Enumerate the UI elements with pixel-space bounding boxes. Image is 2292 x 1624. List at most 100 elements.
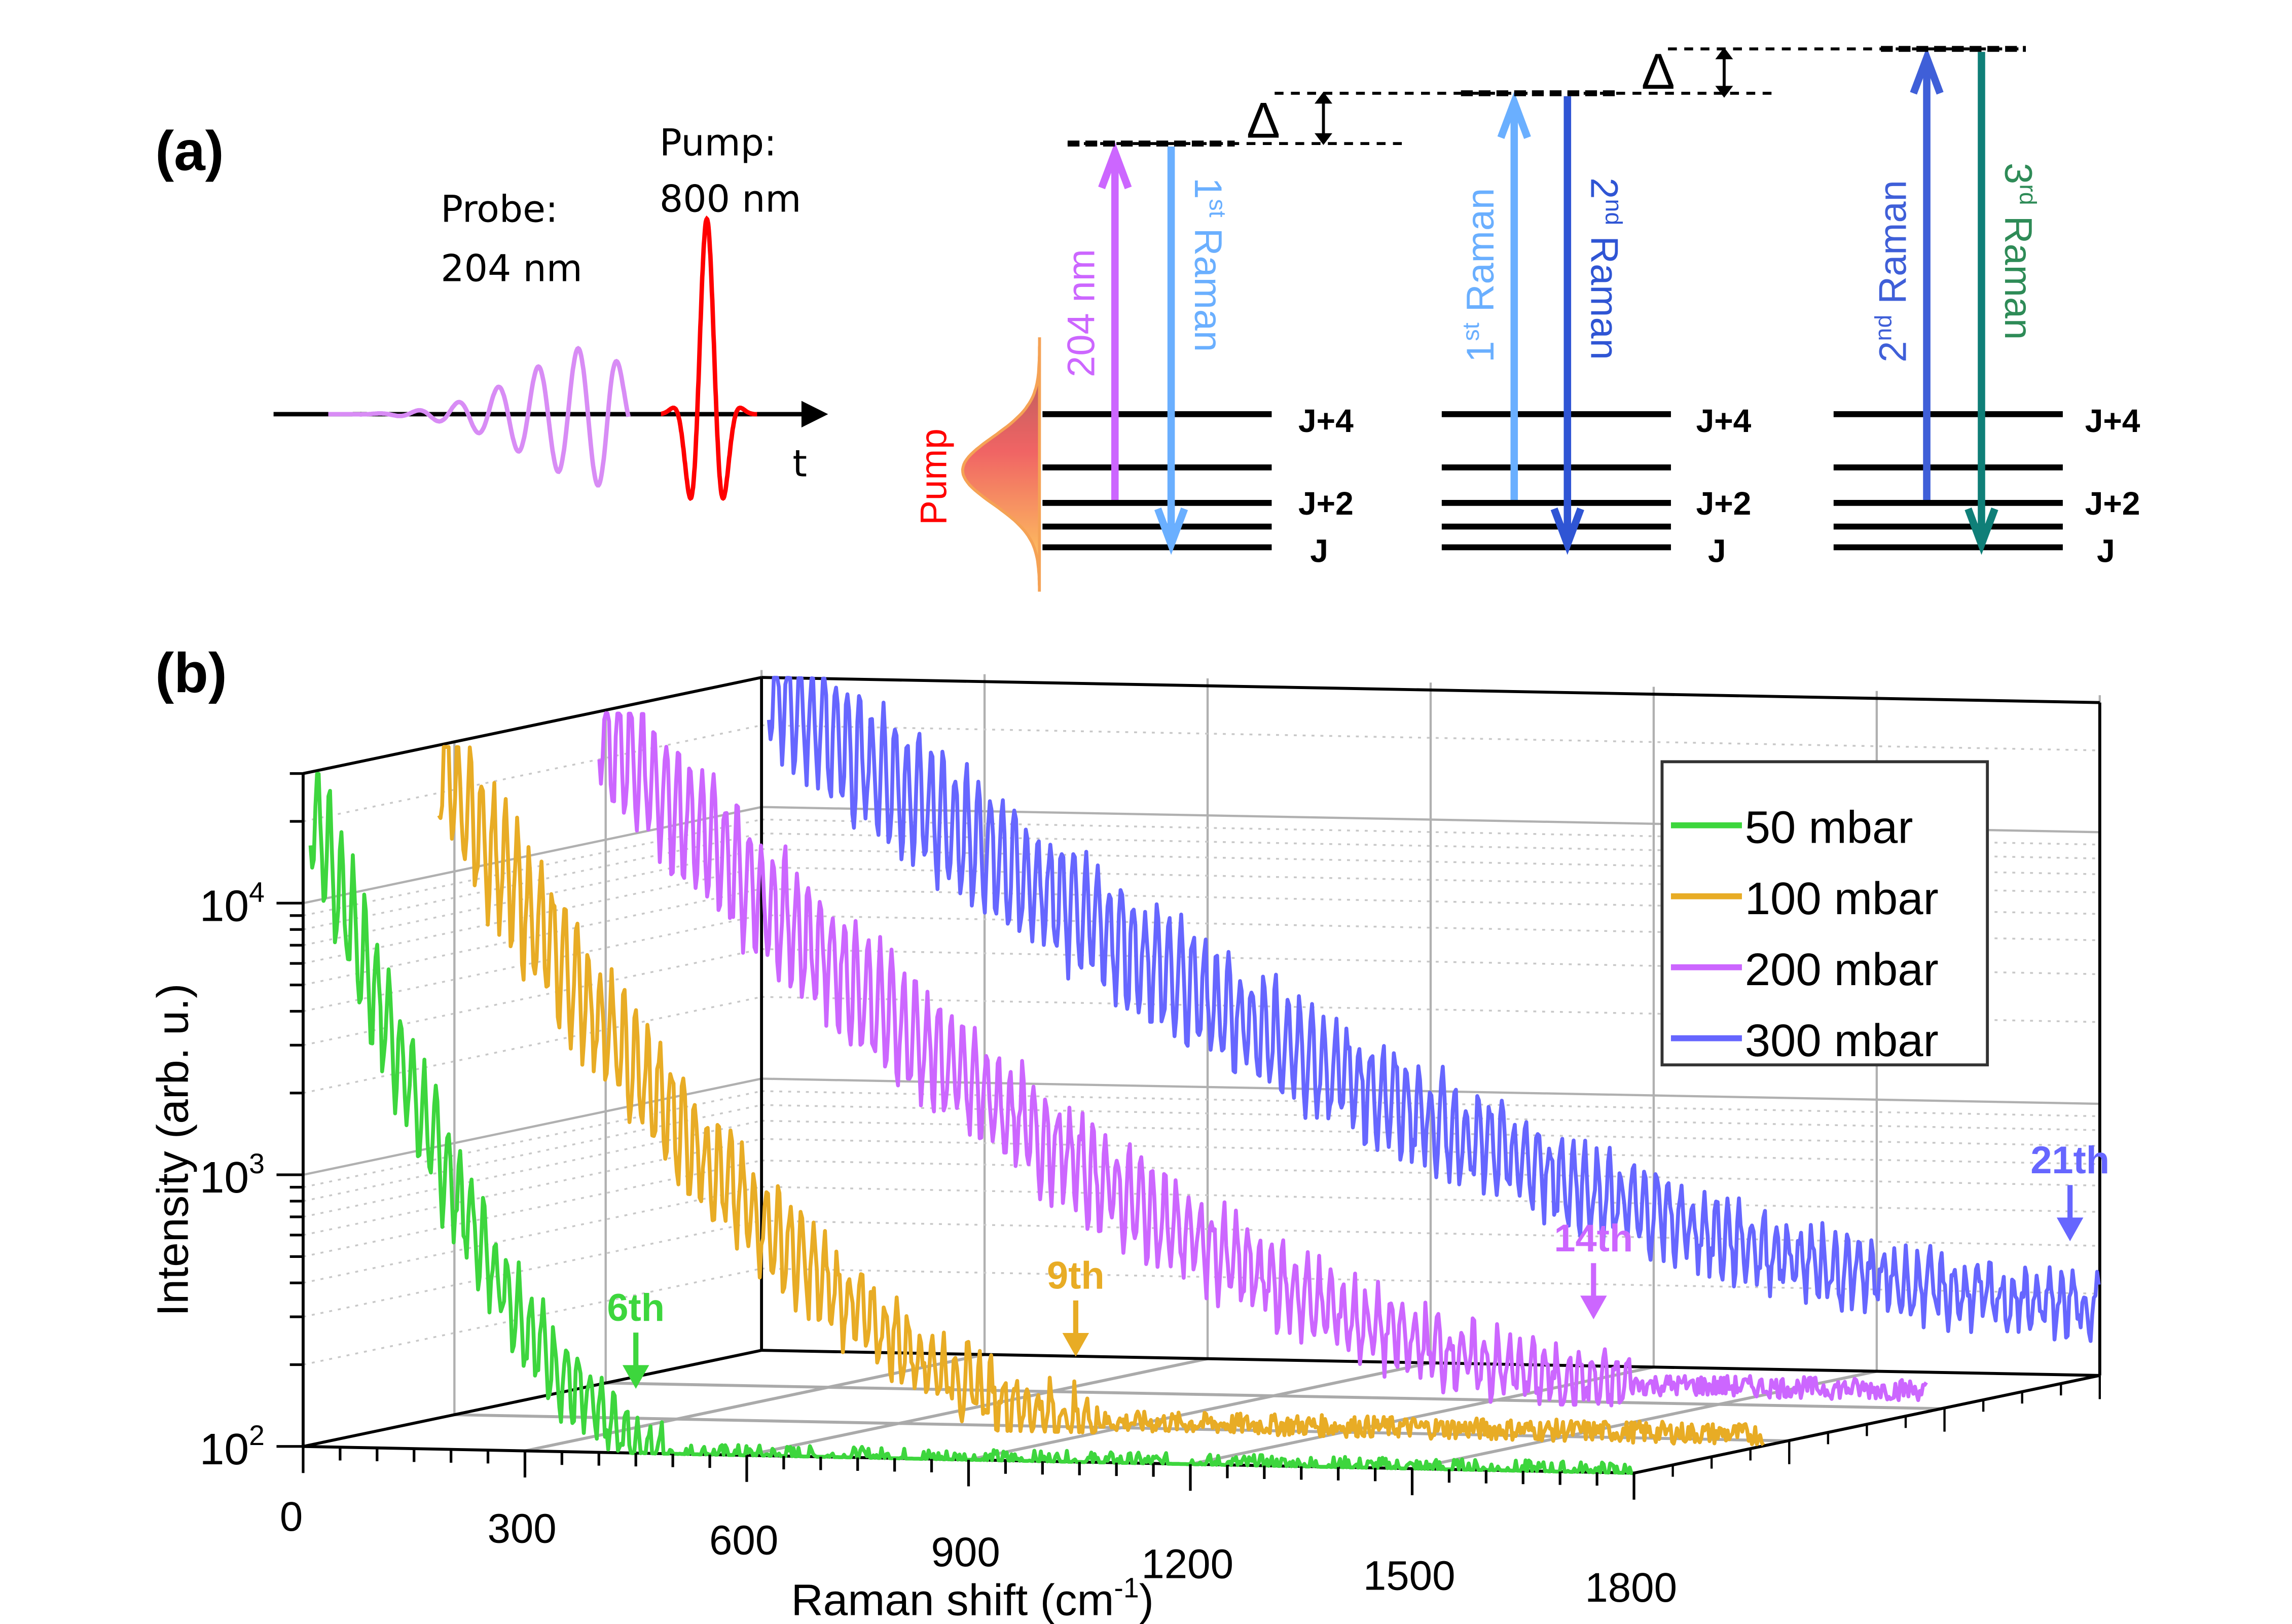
frame-edge bbox=[303, 676, 762, 775]
level-diagram-2: J+4 J+2 J 1st Raman 2nd Raman bbox=[1441, 91, 1752, 569]
level-label: J bbox=[1708, 533, 1726, 569]
level-label: J+2 bbox=[1696, 485, 1752, 522]
gridline-y bbox=[761, 848, 2100, 876]
emission-label: 2nd Raman bbox=[1582, 177, 1627, 360]
chart-annotations: 6th 9th 14th 21th bbox=[607, 1139, 2109, 1389]
arrow-down-icon bbox=[1062, 1332, 1089, 1357]
delta-2-label: Δ bbox=[1642, 44, 1675, 100]
probe-label-line2: 204 nm bbox=[441, 247, 583, 290]
x-tick-label: 0 bbox=[280, 1494, 303, 1540]
gridline-y bbox=[761, 724, 2100, 751]
floor-gridline bbox=[746, 1357, 1208, 1457]
gridline-y bbox=[303, 1185, 762, 1284]
series-line-100-mbar bbox=[437, 745, 1765, 1447]
chart-ticks: 0 300 600 900 1200 1500 1800 102 103 104 bbox=[200, 772, 2101, 1611]
probe-pulse bbox=[328, 345, 631, 488]
x-tick-label: 600 bbox=[709, 1518, 778, 1564]
x-tick-label: 1200 bbox=[1141, 1541, 1233, 1587]
arrow-down-icon bbox=[1580, 1295, 1607, 1320]
level-label: J+4 bbox=[2085, 403, 2140, 439]
panel-b-label: (b) bbox=[155, 642, 227, 704]
legend: 50 mbar 100 mbar 200 mbar 300 mbar bbox=[1660, 760, 1989, 1067]
floor-gridline bbox=[524, 1353, 985, 1453]
gridline-y bbox=[761, 1120, 2100, 1147]
x-tick-label: 300 bbox=[487, 1505, 556, 1551]
level-label: J bbox=[1310, 533, 1328, 569]
pump-label-line1: Pump: bbox=[660, 121, 777, 164]
panel-a: (a) Probe: 204 nm Pump: 800 nm t Pump J+… bbox=[155, 44, 2140, 592]
pump-profile bbox=[961, 337, 1041, 592]
time-axis-arrowhead-icon bbox=[801, 401, 828, 428]
x-tick-label: 1500 bbox=[1363, 1553, 1456, 1599]
time-axis-label: t bbox=[792, 442, 807, 485]
level-label: J+2 bbox=[2085, 485, 2140, 522]
arrow-down-icon bbox=[2056, 1217, 2084, 1242]
y-tick-label: 104 bbox=[200, 876, 265, 930]
level-label: J+2 bbox=[1298, 485, 1354, 522]
arrow-up-icon bbox=[1497, 91, 1531, 139]
y-tick-label: 102 bbox=[200, 1420, 265, 1474]
gridline-y bbox=[761, 996, 2100, 1023]
level-label: J+4 bbox=[1696, 403, 1752, 439]
frame-edge bbox=[303, 1349, 762, 1448]
level-diagram-1: J+4 J+2 J 204 nm 1st Raman bbox=[1042, 141, 1354, 569]
delta-2-arrow-down-icon bbox=[1715, 86, 1733, 98]
level-diagram-3: J+4 J+2 J 2nd Raman 3rd Raman bbox=[1833, 47, 2140, 569]
y-tick-label: 103 bbox=[200, 1148, 265, 1202]
order-annotation: 9th bbox=[1047, 1254, 1105, 1297]
series-line-300-mbar bbox=[767, 675, 2101, 1343]
delta-1-arrow-up-icon bbox=[1315, 92, 1333, 104]
excitation-label: 2nd Raman bbox=[1870, 180, 1915, 363]
emission-label: 1st Raman bbox=[1186, 177, 1231, 352]
x-tick-label: 1800 bbox=[1585, 1565, 1677, 1611]
level-label: J+4 bbox=[1298, 403, 1354, 439]
level-label: J bbox=[2097, 533, 2115, 569]
arrow-up-icon bbox=[1910, 47, 1944, 95]
pump-label-line2: 800 nm bbox=[660, 177, 802, 221]
arrow-down-icon bbox=[1154, 508, 1188, 555]
excitation-label: 204 nm bbox=[1060, 249, 1103, 377]
gridline-y bbox=[761, 1138, 2100, 1165]
delta-1-label: Δ bbox=[1247, 92, 1280, 149]
x-tick-label: 900 bbox=[931, 1529, 1000, 1575]
gridline-y bbox=[761, 1268, 2100, 1295]
probe-label-line1: Probe: bbox=[441, 188, 558, 231]
arrow-down-icon bbox=[1550, 508, 1584, 555]
gridline-y bbox=[761, 832, 2100, 859]
gridline-y bbox=[761, 1185, 2100, 1213]
emission-label: 3rd Raman bbox=[1996, 163, 2041, 340]
delta-1-arrow-down-icon bbox=[1315, 133, 1333, 146]
series-line-50-mbar bbox=[308, 772, 1633, 1475]
panel-b: (b) 6th 9th 14th 21th 0 300 600 900 1200 1500 180… bbox=[148, 642, 2109, 1624]
legend-box bbox=[1660, 760, 1989, 1067]
gridline-y bbox=[761, 914, 2100, 942]
pump-pulse bbox=[661, 215, 757, 501]
x-axis-label-main: Raman shift (cm bbox=[791, 1575, 1114, 1624]
order-annotation: 14th bbox=[1554, 1217, 1633, 1260]
gridline-y bbox=[761, 948, 2100, 976]
order-annotation: 6th bbox=[607, 1286, 665, 1329]
order-annotation: 21th bbox=[2030, 1139, 2109, 1182]
chart-series bbox=[308, 675, 2101, 1475]
floor-gridline bbox=[968, 1361, 1431, 1461]
x-axis-label-sup: -1 bbox=[1114, 1572, 1139, 1603]
arrow-down-icon bbox=[622, 1365, 649, 1389]
x-axis-label: Raman shift (cm-1) bbox=[791, 1572, 1153, 1624]
series-line-200-mbar bbox=[597, 711, 1928, 1408]
gridline-y bbox=[761, 1104, 2100, 1131]
legend-label: 100 mbar bbox=[1745, 873, 1939, 924]
frame-edge bbox=[761, 676, 2100, 704]
excitation-label: 1st Raman bbox=[1458, 188, 1502, 363]
x-axis-label-close: ) bbox=[1139, 1575, 1154, 1624]
arrow-up-icon bbox=[1098, 141, 1132, 190]
panel-a-label: (a) bbox=[155, 120, 224, 183]
pump-profile-label: Pump bbox=[914, 428, 955, 525]
y-axis-label: Intensity (arb. u.) bbox=[148, 984, 197, 1317]
delta-2-arrow-up-icon bbox=[1715, 47, 1733, 59]
legend-label: 50 mbar bbox=[1745, 802, 1913, 853]
gridline-y bbox=[761, 1159, 2100, 1187]
arrow-down-icon bbox=[1964, 508, 1998, 555]
gridline-y bbox=[761, 1219, 2100, 1247]
floor-gridline bbox=[605, 1381, 1942, 1411]
